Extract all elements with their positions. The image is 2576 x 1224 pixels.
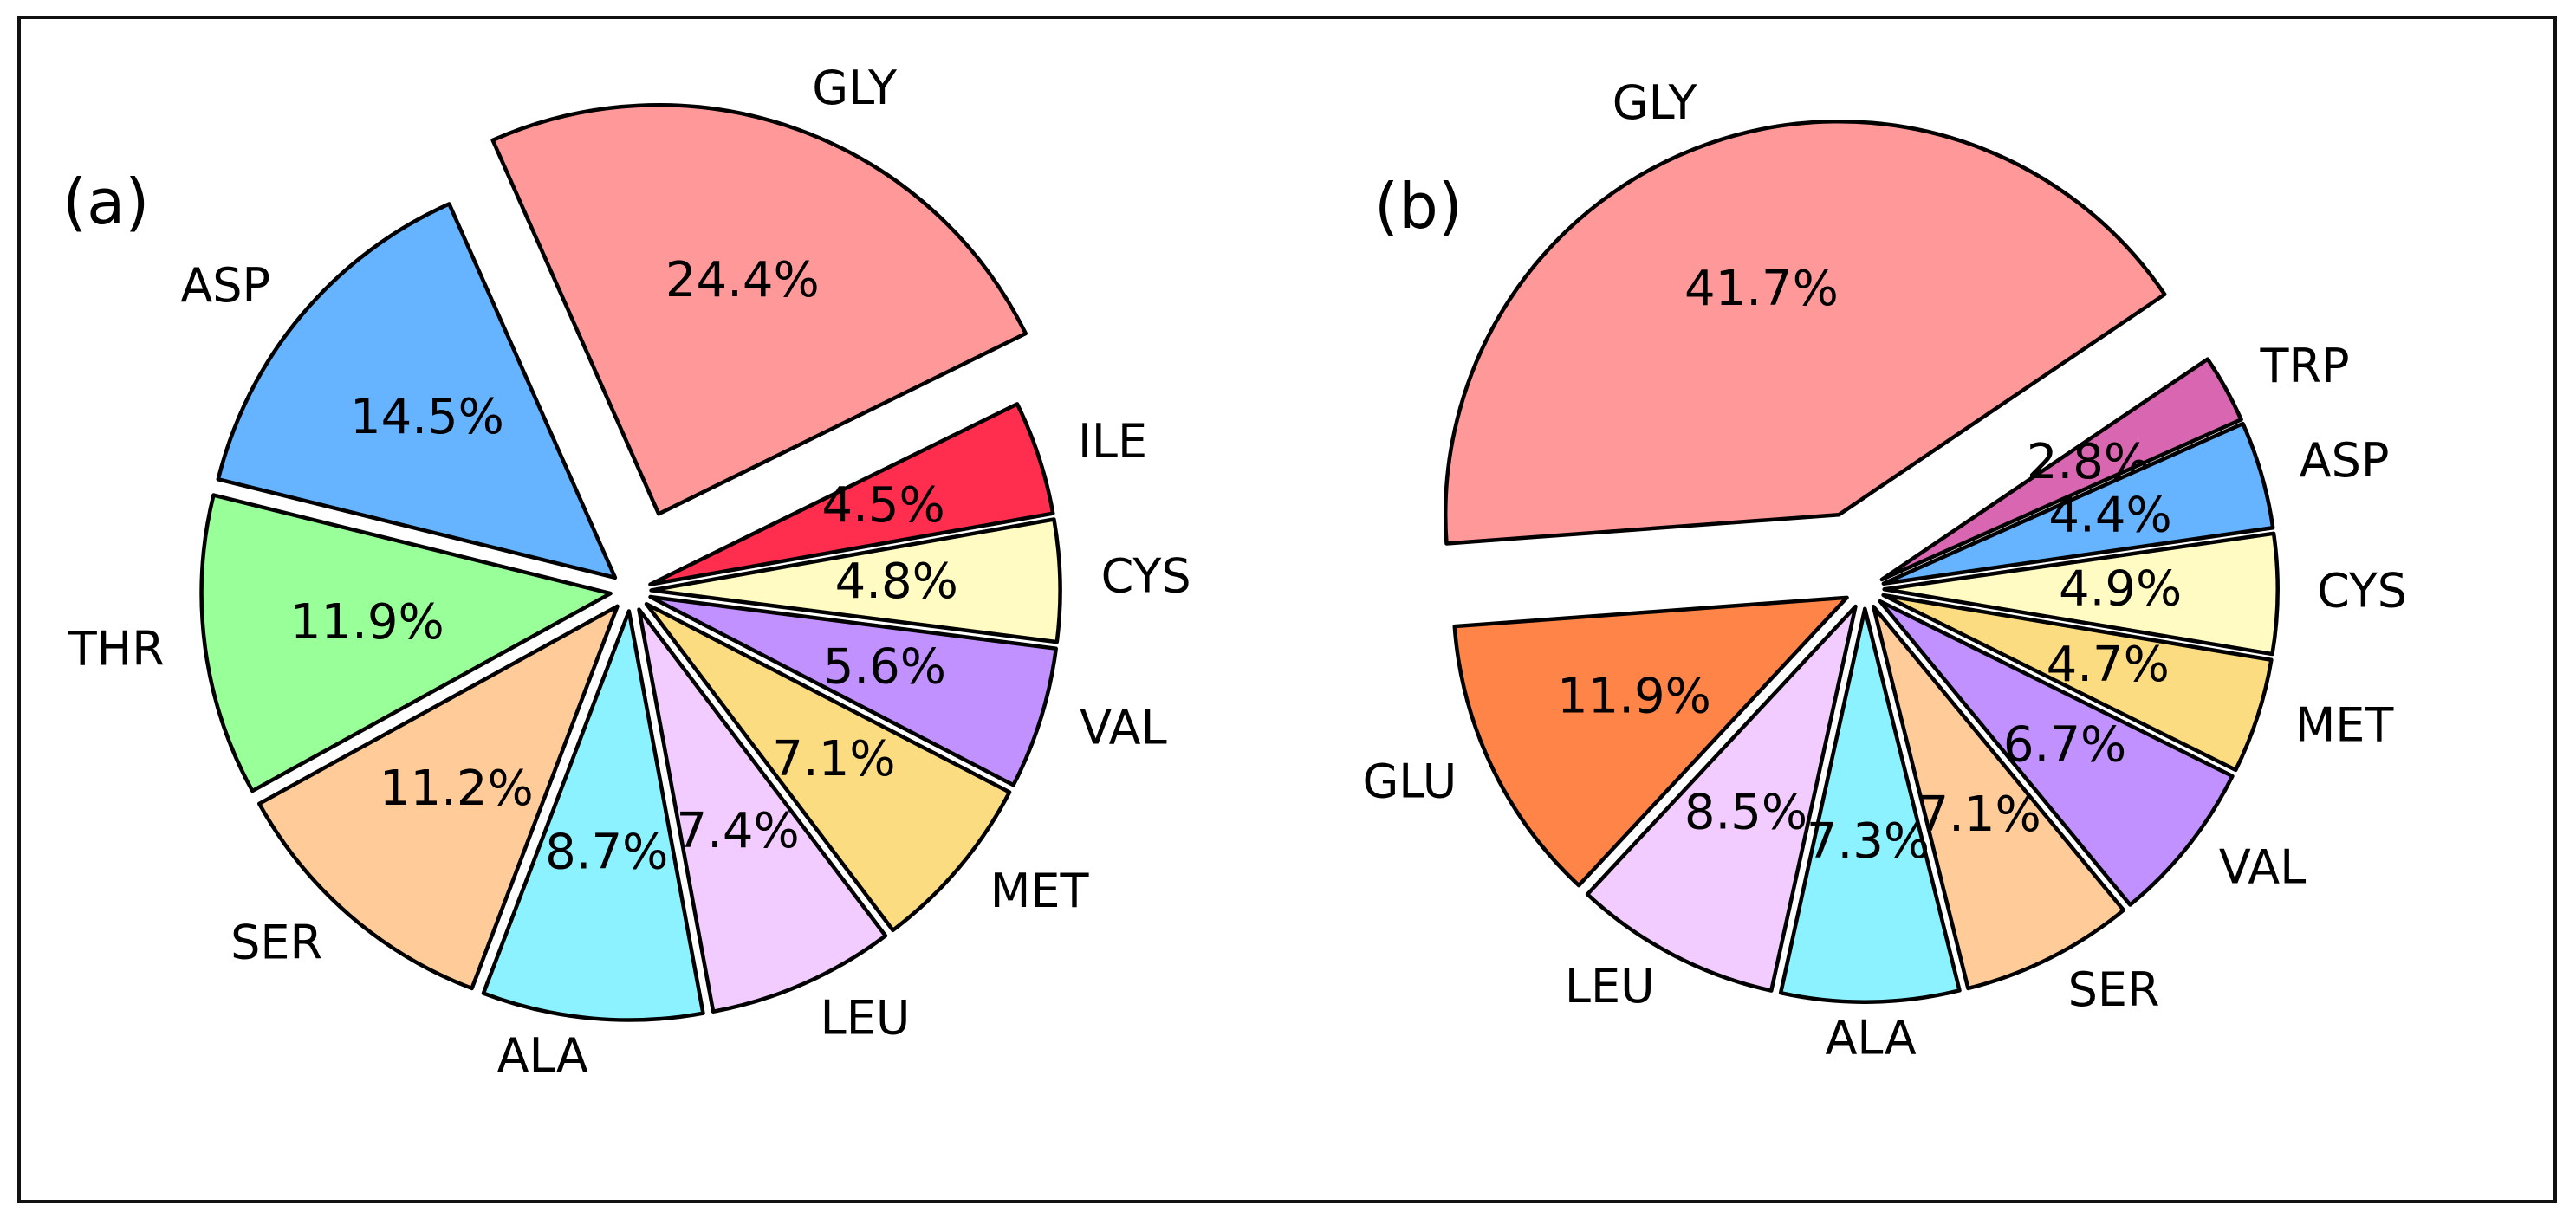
panel-label-b: (b) (1374, 170, 1463, 243)
pie-a-slice-ser (256, 604, 620, 991)
pie-b-pct-label-ser: 7.1% (1917, 787, 2041, 843)
pie-a-pct-label-met: 7.1% (772, 731, 895, 787)
pie-b-pct-label-leu: 8.5% (1684, 785, 1807, 841)
pie-a-pct-label-gly: 24.4% (665, 252, 820, 308)
pie-a-category-label-ile: ILE (1078, 414, 1147, 469)
pie-a-slice-thr (199, 493, 613, 793)
pie-b-slice-leu (1585, 604, 1858, 993)
pie-a-category-label-met: MET (990, 864, 1090, 918)
pie-b-pct-label-glu: 11.9% (1557, 669, 1711, 725)
pie-b-slice-met (1881, 593, 2274, 773)
pie-b-slice-ser (1871, 605, 2126, 991)
pie-a-slice-asp (216, 202, 618, 580)
pie-a-slice-val (648, 594, 1058, 787)
pie-b-slice-trp (1879, 357, 2243, 582)
pie-b-pct-label-val: 6.7% (2003, 717, 2126, 774)
pie-b-category-label-cys: CYS (2317, 564, 2407, 618)
pie-a-category-label-ala: ALA (497, 1028, 588, 1083)
pie-a-category-label-asp: ASP (180, 258, 270, 313)
pie-a-category-label-leu: LEU (821, 990, 911, 1045)
pie-chart-a: 4.5% ILE 24.4% GLY 14.5% ASP 11.9% THR 11.2% SER 8… (62, 61, 1191, 1083)
pie-a-slice-cys (649, 517, 1062, 644)
pie-a-slice-ile (648, 402, 1055, 586)
pie-b-category-label-asp: ASP (2300, 433, 2390, 488)
pie-a-category-label-thr: THR (68, 621, 165, 676)
pie-a-pct-label-leu: 7.4% (676, 803, 799, 859)
pie-a-pct-label-val: 5.6% (823, 639, 946, 696)
pie-a-pct-label-ala: 8.7% (545, 825, 668, 881)
pie-b-pct-label-ala: 7.3% (1807, 813, 1930, 870)
pie-b-slice-asp (1881, 421, 2275, 586)
pie-b-category-label-ser: SER (2068, 962, 2160, 1017)
pie-a-slice-gly (490, 103, 1028, 516)
pie-a-pct-label-asp: 14.5% (350, 389, 504, 445)
pie-b-category-label-gly: GLY (1612, 75, 1698, 130)
pie-b-category-label-met: MET (2295, 697, 2395, 752)
pie-b-slice-glu (1452, 595, 1849, 888)
pie-a-pct-label-ser: 11.2% (380, 761, 534, 817)
panel-label-a: (a) (62, 165, 149, 238)
pie-b-slice-ala (1778, 606, 1962, 1004)
pie-a-pct-label-ile: 4.5% (821, 477, 944, 534)
pie-a-category-label-gly: GLY (812, 61, 898, 115)
pie-b-category-label-ala: ALA (1825, 1011, 1916, 1065)
pie-b-slice-gly (1443, 119, 2167, 546)
pie-a-pct-label-cys: 4.8% (835, 554, 958, 610)
pie-b-pct-label-asp: 4.4% (2048, 487, 2171, 543)
pie-a-category-label-val: VAL (1080, 700, 1167, 754)
pie-chart-b: 2.8%TRP41.7%GLY11.9%GLU8.5%LEU7.3%ALA7.1… (1362, 75, 2407, 1065)
pie-b-slice-cys (1882, 531, 2280, 657)
pie-b-category-label-leu: LEU (1565, 959, 1655, 1014)
pie-b-category-label-trp: TRP (2259, 339, 2349, 393)
pie-b-pct-label-met: 4.7% (2047, 637, 2170, 693)
pie-b-pct-label-gly: 41.7% (1684, 261, 1839, 317)
pie-b-category-label-val: VAL (2219, 839, 2307, 894)
pie-a-category-label-cys: CYS (1101, 549, 1191, 604)
pie-a-pct-label-thr: 11.9% (290, 594, 444, 651)
pie-b-slice-val (1878, 599, 2235, 907)
pie-b-pct-label-cys: 4.9% (2059, 561, 2182, 618)
pie-a-slice-leu (637, 607, 888, 1014)
pie-a-category-label-ser: SER (230, 915, 322, 969)
pie-b-category-label-glu: GLU (1362, 754, 1457, 808)
pie-a-slice-ala (481, 609, 705, 1022)
pie-a-slice-met (644, 601, 1012, 933)
